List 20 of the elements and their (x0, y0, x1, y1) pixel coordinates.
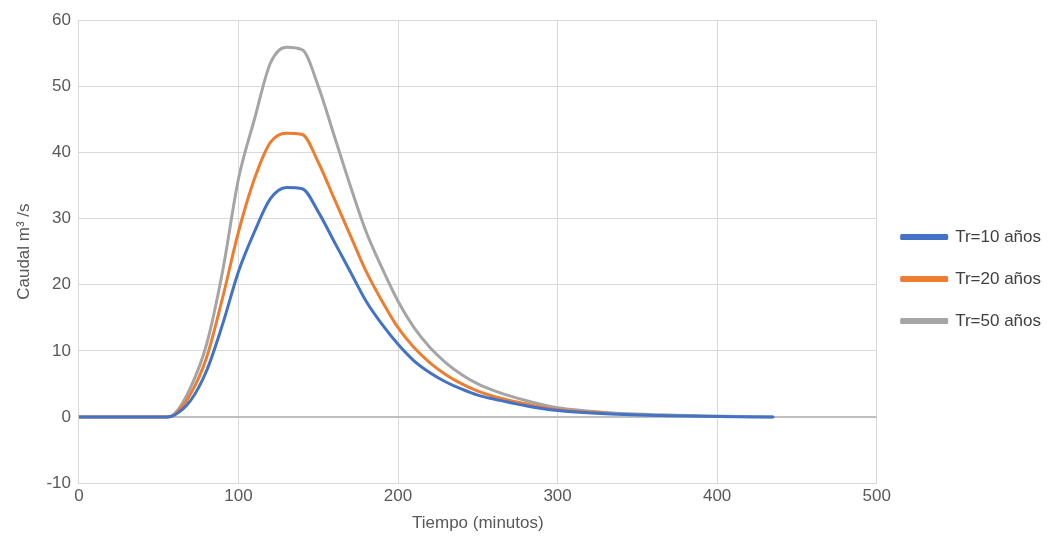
y-tick-label: 50 (52, 75, 71, 95)
legend-label: Tr=10 años (955, 226, 1042, 246)
x-tick-label: 400 (702, 486, 732, 506)
y-tick-label: 0 (61, 406, 71, 426)
legend-label: Tr=50 años (955, 310, 1042, 330)
y-axis-title: Caudal m³ /s (13, 203, 33, 300)
y-tick-label: 40 (52, 142, 71, 162)
x-tick-label: 300 (543, 486, 572, 506)
legend-label: Tr=20 años (955, 268, 1042, 288)
x-axis-title: Tiempo (minutos) (412, 513, 544, 533)
y-tick-label: 60 (52, 9, 71, 29)
x-tick-label: 100 (224, 486, 253, 506)
x-tick-label: 500 (862, 486, 891, 506)
y-tick-label: 20 (52, 274, 71, 294)
line-series (78, 185, 775, 419)
y-tick-label: 10 (52, 340, 71, 360)
y-tick-label: -10 (46, 472, 71, 492)
x-tick-label: 0 (74, 486, 84, 506)
y-tick-label: 30 (52, 208, 71, 228)
x-tick-label: 200 (383, 486, 413, 506)
